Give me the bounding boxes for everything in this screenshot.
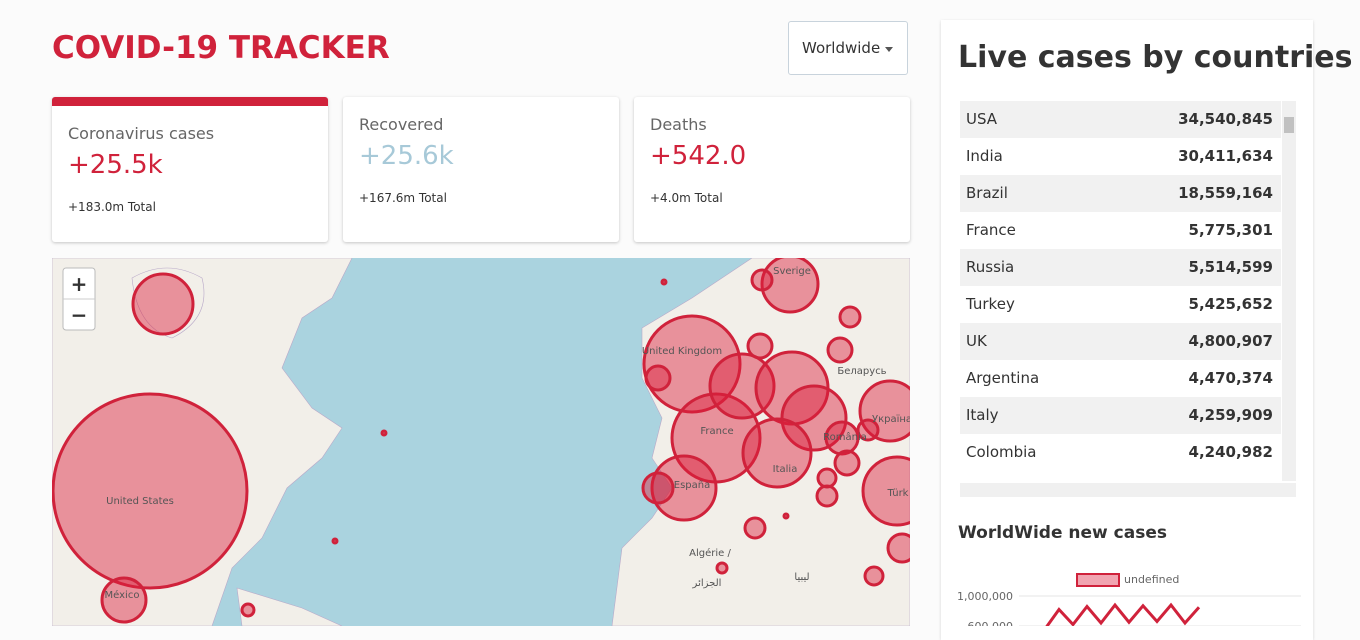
country-cases: 4,240,982 xyxy=(1188,443,1273,461)
table-row: France 5,775,301 xyxy=(960,212,1281,249)
card-title: Deaths xyxy=(650,115,707,134)
map-label: France xyxy=(700,426,733,437)
map-label: United Kingdom xyxy=(642,346,722,357)
zoom-control: + − xyxy=(62,267,96,331)
map-label: México xyxy=(105,589,140,601)
map-label: ليبيا xyxy=(794,572,809,583)
map-label: Беларусь xyxy=(837,366,886,377)
card-title: Coronavirus cases xyxy=(68,124,215,143)
country-name: Argentina xyxy=(966,369,1040,387)
map-label: Italia xyxy=(773,464,798,475)
legend-swatch xyxy=(1076,573,1120,587)
table-row: Brazil 18,559,164 xyxy=(960,175,1281,212)
cases-line xyxy=(1045,602,1201,626)
card-today: +542.0 xyxy=(650,141,747,171)
h-scrollbar[interactable] xyxy=(960,483,1296,497)
country-dropdown[interactable]: Worldwide xyxy=(788,21,908,75)
country-cases: 34,540,845 xyxy=(1178,110,1273,128)
country-cases: 30,411,634 xyxy=(1178,147,1273,165)
country-cases: 5,425,652 xyxy=(1188,295,1273,313)
country-name: Colombia xyxy=(966,443,1037,461)
map-label: الجزائر xyxy=(692,578,722,589)
table-row: USA 34,540,845 xyxy=(960,101,1281,138)
card-today: +25.5k xyxy=(68,150,163,180)
country-name: Brazil xyxy=(966,184,1008,202)
table-row: Russia 5,514,599 xyxy=(960,249,1281,286)
land xyxy=(52,258,910,626)
table-row: UK 4,800,907 xyxy=(960,323,1281,360)
country-name: Russia xyxy=(966,258,1015,276)
map-label: United States xyxy=(106,496,174,507)
map-label: Sverige xyxy=(773,266,811,277)
table-row: India 30,411,634 xyxy=(960,138,1281,175)
country-name: Italy xyxy=(966,406,999,424)
table-row: Italy 4,259,909 xyxy=(960,397,1281,434)
country-name: USA xyxy=(966,110,998,128)
y-tick-label: 600,000 xyxy=(968,620,1014,626)
country-cases: 5,775,301 xyxy=(1188,221,1273,239)
card-total: +4.0m Total xyxy=(650,191,723,205)
map-label: Algérie / xyxy=(689,547,731,559)
map-label: România xyxy=(823,431,867,443)
panel-title: Live cases by countries xyxy=(958,40,1353,75)
y-tick-label: 1,000,000 xyxy=(957,590,1013,603)
map-label: Türk xyxy=(887,488,909,499)
cases-card[interactable]: Coronavirus cases +25.5k +183.0m Total xyxy=(52,97,328,242)
map-labels: United States México United Kingdom France E… xyxy=(105,266,910,601)
country-cases: 4,800,907 xyxy=(1188,332,1273,350)
card-total: +183.0m Total xyxy=(68,200,156,214)
deaths-card[interactable]: Deaths +542.0 +4.0m Total xyxy=(634,97,910,242)
map-label: Україна xyxy=(872,414,910,425)
country-cases: 4,259,909 xyxy=(1188,406,1273,424)
country-cases: 5,514,599 xyxy=(1188,258,1273,276)
country-name: India xyxy=(966,147,1003,165)
table-row: Turkey 5,425,652 xyxy=(960,286,1281,323)
scroll-thumb[interactable] xyxy=(1284,117,1294,133)
card-total: +167.6m Total xyxy=(359,191,447,205)
map-label: España xyxy=(674,480,710,491)
line-chart: undefined 1,000,000 600,000 xyxy=(957,573,1301,626)
zoom-in[interactable]: + xyxy=(71,272,88,296)
card-title: Recovered xyxy=(359,115,444,134)
case-circles xyxy=(52,258,910,624)
country-name: Turkey xyxy=(966,295,1015,313)
zoom-out[interactable]: − xyxy=(71,303,88,327)
country-cases: 18,559,164 xyxy=(1178,184,1273,202)
legend-label: undefined xyxy=(1124,573,1179,586)
app-title: COVID-19 TRACKER xyxy=(52,30,390,66)
page: COVID-19 TRACKER Worldwide Coronavirus c… xyxy=(52,21,1353,626)
recovered-card[interactable]: Recovered +25.6k +167.6m Total xyxy=(343,97,619,242)
country-cases: 4,470,374 xyxy=(1188,369,1273,387)
scrollbar[interactable] xyxy=(1282,101,1296,481)
table-row: Colombia 4,240,982 xyxy=(960,434,1281,471)
chart-title: WorldWide new cases xyxy=(958,523,1167,543)
map[interactable]: + − United States México United Kingdom Fra… xyxy=(52,258,910,626)
table-row: Argentina 4,470,374 xyxy=(960,360,1281,397)
country-name: UK xyxy=(966,332,987,350)
card-today: +25.6k xyxy=(359,141,454,171)
country-name: France xyxy=(966,221,1016,239)
